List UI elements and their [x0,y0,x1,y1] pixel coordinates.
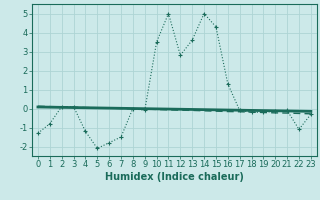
X-axis label: Humidex (Indice chaleur): Humidex (Indice chaleur) [105,172,244,182]
